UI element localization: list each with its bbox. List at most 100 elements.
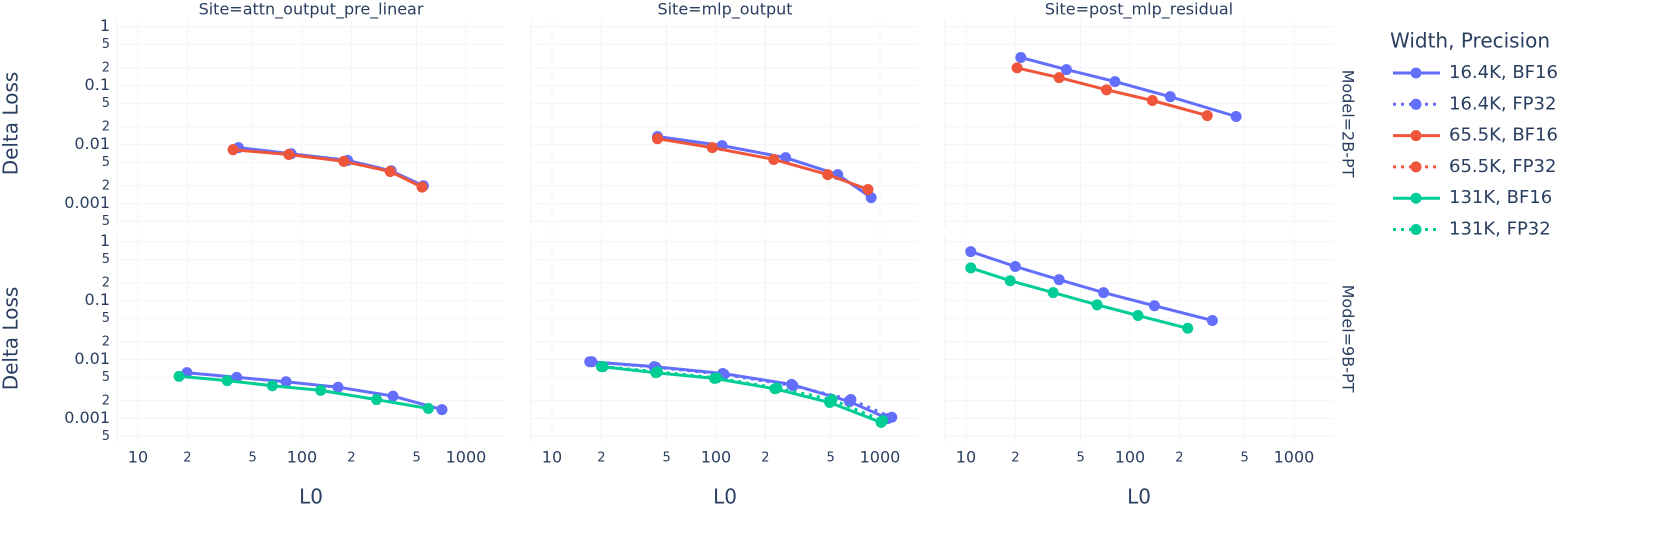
- x-tick-label: 5: [1076, 451, 1084, 466]
- data-point: [1230, 110, 1242, 122]
- series-line: [602, 365, 884, 423]
- data-point: [1182, 322, 1194, 334]
- y-tick-label: 2: [102, 60, 110, 75]
- row-label: Model=9B-PT: [1339, 285, 1358, 393]
- column-title: Site=mlp_output: [657, 0, 792, 20]
- x-axis-title: L0: [299, 485, 323, 509]
- data-point: [1132, 310, 1144, 322]
- data-point: [787, 380, 799, 392]
- y-tick-label: 5: [102, 252, 110, 267]
- legend-marker: [1410, 98, 1422, 110]
- data-point: [1015, 52, 1027, 64]
- data-point: [780, 152, 792, 164]
- y-tick-label: 5: [102, 155, 110, 170]
- legend-label: 65.5K, FP32: [1449, 156, 1556, 177]
- series-line: [657, 137, 869, 191]
- y-tick-label: 5: [102, 370, 110, 385]
- x-tick-label: 100: [1115, 448, 1146, 467]
- legend-marker: [1410, 67, 1422, 79]
- data-point: [387, 390, 399, 402]
- y-tick-label: 0.01: [74, 134, 110, 153]
- x-tick-label: 2: [761, 451, 769, 466]
- legend-label: 16.4K, FP32: [1449, 93, 1556, 114]
- y-tick-label: 2: [102, 275, 110, 290]
- data-point: [1004, 275, 1016, 287]
- x-tick-label: 2: [347, 451, 355, 466]
- data-point: [965, 246, 977, 258]
- data-point: [586, 356, 598, 368]
- data-point: [597, 361, 609, 373]
- series-line: [1020, 56, 1237, 118]
- data-point: [845, 394, 857, 406]
- legend-marker: [1410, 161, 1422, 173]
- data-point: [1098, 287, 1110, 299]
- data-point: [862, 184, 874, 196]
- legend-title: Width, Precision: [1390, 29, 1550, 53]
- data-point: [651, 366, 663, 378]
- column-title: Site=post_mlp_residual: [1045, 0, 1233, 20]
- data-point: [422, 403, 434, 415]
- data-point: [227, 144, 239, 156]
- data-point: [1201, 110, 1213, 122]
- legend-marker: [1410, 192, 1422, 204]
- data-point: [1146, 95, 1158, 107]
- data-point: [877, 415, 889, 427]
- data-point: [338, 155, 350, 167]
- series-line: [657, 135, 873, 199]
- data-point: [1206, 315, 1218, 327]
- data-point: [266, 380, 278, 392]
- x-tick-label: 2: [1175, 451, 1183, 466]
- series-line: [970, 250, 1213, 322]
- data-point: [1148, 300, 1160, 312]
- data-point: [1091, 299, 1103, 311]
- data-point: [384, 165, 396, 177]
- data-point: [706, 142, 718, 154]
- x-tick-label: 5: [826, 451, 834, 466]
- legend-marker: [1410, 224, 1422, 235]
- data-point: [1011, 62, 1023, 74]
- y-tick-label: 1: [100, 231, 110, 250]
- y-tick-label: 5: [102, 37, 110, 52]
- y-tick-label: 2: [102, 119, 110, 134]
- data-point: [822, 169, 834, 181]
- data-point: [315, 384, 327, 396]
- x-tick-label: 2: [183, 451, 191, 466]
- data-point: [332, 381, 344, 393]
- series-line: [589, 360, 889, 420]
- data-point: [711, 372, 723, 384]
- data-point: [886, 411, 898, 423]
- series-line: [970, 266, 1189, 330]
- data-point: [1101, 84, 1113, 96]
- data-point: [436, 404, 448, 416]
- data-point: [1109, 76, 1121, 88]
- legend-label: 16.4K, BF16: [1449, 62, 1558, 83]
- data-point: [283, 148, 295, 160]
- data-point: [280, 376, 292, 388]
- y-tick-label: 2: [102, 334, 110, 349]
- legend-label: 131K, FP32: [1449, 219, 1551, 240]
- data-point: [416, 181, 428, 193]
- data-point: [1009, 260, 1021, 272]
- x-axis-title: L0: [713, 485, 737, 509]
- y-tick-label: 5: [102, 96, 110, 111]
- x-tick-label: 2: [597, 451, 605, 466]
- data-point: [221, 375, 233, 387]
- y-tick-label: 2: [102, 178, 110, 193]
- x-tick-label: 2: [1011, 451, 1019, 466]
- data-point: [768, 153, 780, 165]
- row-label: Model=2B-PT: [1339, 70, 1358, 178]
- y-tick-label: 1: [100, 16, 110, 35]
- y-tick-label: 0.001: [64, 408, 110, 427]
- x-tick-label: 1000: [860, 448, 901, 467]
- data-point: [371, 394, 383, 406]
- data-point: [173, 370, 185, 382]
- y-tick-label: 0.001: [64, 193, 110, 212]
- legend-label: 65.5K, BF16: [1449, 125, 1558, 146]
- y-axis-title: Delta Loss: [0, 72, 23, 176]
- series-line: [178, 374, 429, 410]
- data-point: [1053, 72, 1065, 84]
- data-point: [651, 133, 663, 145]
- y-axis-title: Delta Loss: [0, 287, 23, 391]
- x-tick-label: 5: [1240, 451, 1248, 466]
